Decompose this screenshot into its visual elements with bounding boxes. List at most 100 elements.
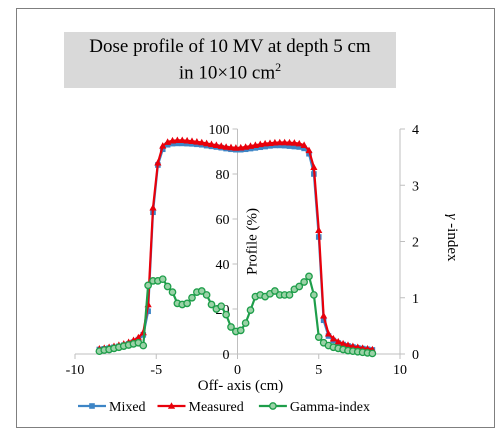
- data-point-gamma-index: [305, 272, 313, 281]
- data-point-measured: [329, 334, 337, 342]
- data-point-measured: [222, 143, 230, 150]
- chart-title-box: Dose profile of 10 MV at depth 5 cm in 1…: [64, 32, 396, 88]
- data-point-measured: [168, 136, 177, 144]
- data-point-gamma-index: [144, 281, 152, 290]
- data-point-gamma-index: [139, 341, 148, 350]
- data-point-gamma-index: [314, 333, 323, 341]
- y-tick-label: 0: [223, 348, 230, 363]
- x-tick-label: -5: [150, 363, 162, 378]
- y-axis-label: Profile (%): [245, 208, 261, 275]
- data-point-gamma-index: [163, 282, 172, 291]
- data-point-measured: [188, 137, 196, 144]
- data-point-mixed: [145, 308, 151, 315]
- data-point-gamma-index: [285, 291, 294, 299]
- data-point-measured: [193, 138, 201, 145]
- chart-subtitle: in 10×10 cm2: [64, 60, 396, 84]
- data-point-measured: [154, 158, 162, 166]
- series-line-measured: [99, 139, 373, 351]
- x-tick-label: 5: [315, 363, 322, 378]
- data-point-gamma-index: [183, 299, 191, 308]
- x-tick-label: 0: [234, 363, 241, 378]
- data-point-measured: [320, 311, 328, 319]
- x-axis-label: Off- axis (cm): [198, 378, 284, 394]
- y-tick-label: 80: [216, 168, 230, 183]
- data-point-measured: [334, 337, 342, 345]
- data-point-gamma-index: [158, 275, 167, 284]
- data-point-gamma-index: [241, 319, 250, 327]
- data-point-measured: [237, 143, 245, 151]
- data-point-mixed: [169, 140, 176, 147]
- data-point-mixed: [184, 140, 190, 147]
- data-point-measured: [159, 142, 167, 149]
- y2-axis-label-text: -index: [444, 219, 460, 262]
- y-tick-label: 40: [216, 258, 230, 273]
- x-tick-label: 10: [393, 363, 407, 378]
- data-point-measured: [203, 139, 211, 147]
- data-point-measured: [300, 141, 308, 148]
- legend-marker-gamma-index: [269, 402, 277, 410]
- data-point-measured: [310, 163, 318, 171]
- data-point-mixed: [276, 142, 283, 149]
- data-point-gamma-index: [207, 300, 216, 309]
- legend-label-measured: Measured: [189, 400, 244, 415]
- chart-subtitle-superscript: 2: [275, 60, 282, 74]
- data-point-measured: [183, 136, 191, 144]
- data-point-measured: [271, 138, 279, 146]
- x-tick-label: -10: [66, 363, 85, 378]
- y2-tick-label: 1: [412, 292, 419, 307]
- data-point-measured: [232, 144, 240, 151]
- data-point-measured: [344, 341, 352, 349]
- chart-title: Dose profile of 10 MV at depth 5 cm: [89, 36, 371, 57]
- data-point-measured: [339, 339, 347, 347]
- data-point-measured: [227, 143, 235, 151]
- data-point-gamma-index: [222, 310, 230, 319]
- y2-axis-label-symbol: γ: [444, 214, 460, 221]
- data-point-gamma-index: [271, 287, 279, 295]
- data-point-gamma-index: [236, 326, 245, 335]
- data-point-gamma-index: [202, 291, 211, 299]
- legend-marker-mixed: [89, 403, 95, 409]
- y2-tick-label: 4: [412, 123, 419, 138]
- data-point-mixed: [257, 144, 264, 151]
- data-point-mixed: [320, 317, 327, 324]
- data-point-measured: [276, 138, 284, 146]
- data-point-measured: [305, 146, 313, 154]
- data-point-measured: [173, 136, 181, 144]
- y2-tick-label: 0: [412, 348, 419, 363]
- data-point-gamma-index: [227, 323, 235, 331]
- data-point-measured: [290, 139, 298, 146]
- data-point-measured: [178, 136, 186, 144]
- data-point-mixed: [286, 143, 293, 149]
- y2-tick-label: 2: [412, 236, 419, 251]
- data-point-mixed: [179, 140, 186, 147]
- data-point-mixed: [291, 143, 298, 150]
- data-point-gamma-index: [246, 306, 255, 314]
- y2-axis-label: γ -index: [444, 214, 460, 262]
- y-tick-label: 60: [216, 213, 230, 228]
- data-point-mixed: [174, 140, 181, 147]
- legend-label-mixed: Mixed: [109, 400, 146, 415]
- legend-marker-measured: [167, 402, 176, 409]
- data-point-measured: [207, 140, 216, 148]
- data-point-measured: [256, 140, 264, 148]
- data-point-measured: [198, 138, 206, 146]
- data-point-measured: [134, 333, 142, 341]
- data-point-measured: [149, 203, 157, 211]
- data-point-gamma-index: [295, 282, 304, 291]
- legend-label-gamma-index: Gamma-index: [290, 400, 370, 415]
- data-point-measured: [217, 142, 225, 149]
- chart-subtitle-text: in 10×10 cm: [178, 62, 276, 84]
- data-point-mixed: [262, 143, 268, 150]
- data-point-gamma-index: [188, 293, 196, 302]
- data-point-measured: [315, 226, 323, 234]
- data-point-gamma-index: [300, 278, 308, 286]
- data-point-gamma-index: [168, 288, 177, 296]
- data-point-mixed: [281, 142, 288, 149]
- data-point-measured: [212, 141, 220, 148]
- data-point-measured: [285, 138, 294, 146]
- data-point-gamma-index: [310, 291, 318, 299]
- y-tick-label: 100: [209, 123, 230, 138]
- data-point-gamma-index: [217, 302, 226, 311]
- data-point-mixed: [296, 144, 303, 150]
